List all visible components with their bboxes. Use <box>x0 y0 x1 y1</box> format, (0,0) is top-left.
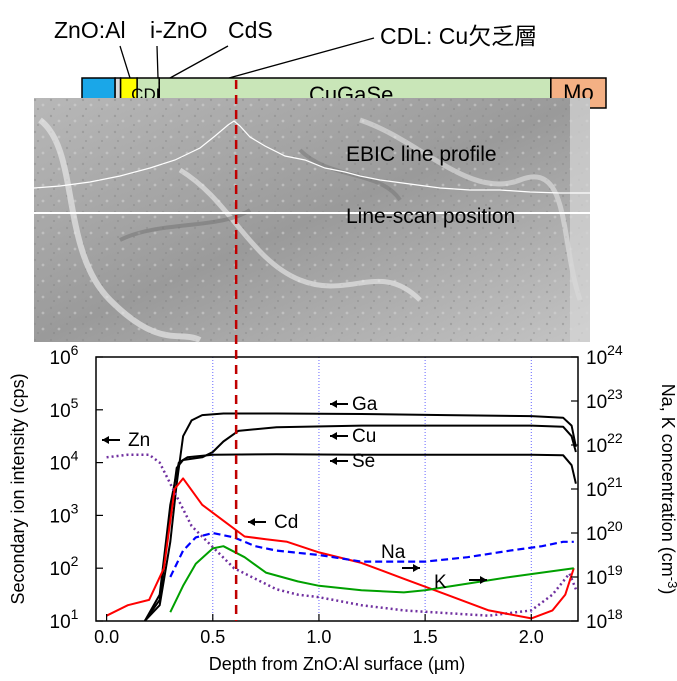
tick-base: 10 <box>50 454 71 475</box>
plot-frame <box>95 356 579 622</box>
ebic-profile-line <box>33 120 590 194</box>
tick-base: 10 <box>50 348 71 369</box>
series-group <box>106 412 578 622</box>
leader-cds <box>169 45 229 79</box>
ebic-label: EBIC line profile <box>346 143 497 166</box>
y-left-axis-title: Secondary ion intensity (cps) <box>8 373 28 604</box>
tick-exponent: 19 <box>607 562 623 578</box>
label-arrowhead-cd <box>248 518 255 526</box>
tick-exponent: 24 <box>607 342 623 358</box>
label-cdl-note: CDL: Cu欠乏層 <box>380 23 537 49</box>
tick-exponent: 23 <box>607 386 623 402</box>
series-ga-line <box>144 412 577 622</box>
label-k: K <box>434 572 447 593</box>
x-tick-label: 0.5 <box>200 627 225 647</box>
tick-exponent: 4 <box>71 448 79 464</box>
y-left-tick-label: 106 <box>50 342 79 369</box>
label-cd: Cd <box>274 512 298 533</box>
label-se: Se <box>352 451 375 472</box>
y-right-tick-label: 1022 <box>586 430 623 457</box>
y-right-tick-label: 1021 <box>586 474 623 501</box>
y-right-tick-label: 1024 <box>586 342 623 369</box>
grid <box>212 357 532 621</box>
series-k-line <box>169 545 574 613</box>
y-left-tick-label: 103 <box>50 500 79 527</box>
y-left-tick-label: 105 <box>50 395 79 422</box>
label-arrowhead-k <box>480 576 487 584</box>
tick-exponent: 1 <box>71 606 79 622</box>
tick-exponent: 22 <box>607 430 623 446</box>
tick-exponent: 20 <box>607 518 623 534</box>
layer-stack: ZnO:Al i-ZnO CdS CDL: Cu欠乏層 CDLCuGaSe2Mo <box>54 17 607 111</box>
x-tick-label: 0.0 <box>94 627 119 647</box>
label-zn: Zn <box>128 430 150 451</box>
tick-base: 10 <box>586 436 607 457</box>
tick-base: 10 <box>586 348 607 369</box>
tick-base: 10 <box>50 506 71 527</box>
series-cd-line <box>106 477 575 620</box>
tick-exponent: 6 <box>71 342 79 358</box>
linescan-label: Line-scan position <box>346 205 515 228</box>
label-arrowhead-zn <box>102 436 109 444</box>
label-na: Na <box>381 542 406 563</box>
tick-base: 10 <box>50 612 71 633</box>
tick-exponent: 18 <box>607 606 623 622</box>
tick-base: 10 <box>586 480 607 501</box>
y-right-axis-title: Na, K concentration (cm-3) <box>658 384 677 595</box>
y-right-tick-label: 1019 <box>586 562 623 589</box>
label-zno-al: ZnO:Al <box>54 17 126 43</box>
series-se-line <box>143 453 577 622</box>
y-right-tick-label: 1020 <box>586 518 623 545</box>
tick-exponent: 5 <box>71 395 79 411</box>
leader-i-zno <box>156 45 159 79</box>
tick-base: 10 <box>586 568 607 589</box>
y-right-tick-label: 1023 <box>586 386 623 413</box>
x-axis-title: Depth from ZnO:Al surface (µm) <box>209 654 465 674</box>
y-left-tick-label: 104 <box>50 448 79 475</box>
tick-base: 10 <box>586 524 607 545</box>
ticks: 0.0 0.5 1.0 1.5 2.01011021031041051061018101… <box>50 342 623 647</box>
sem-image: EBIC line profile Line-scan position <box>33 98 590 343</box>
x-tick-label: 1.5 <box>413 627 438 647</box>
x-tick-label: 2.0 <box>519 627 544 647</box>
label-cu: Cu <box>352 426 376 447</box>
series-labels: Ga Cu Se Zn Cd Na K <box>102 394 487 593</box>
tick-base: 10 <box>586 612 607 633</box>
label-arrowhead-na <box>413 564 420 572</box>
label-arrowhead-cu <box>330 432 337 440</box>
tick-exponent: 2 <box>71 553 79 569</box>
y-right-tick-label: 1018 <box>586 606 623 633</box>
tick-base: 10 <box>50 401 71 422</box>
leader-cdl <box>228 37 375 79</box>
label-arrowhead-ga <box>330 400 337 408</box>
label-cds: CdS <box>228 17 273 43</box>
label-i-zno: i-ZnO <box>150 17 208 43</box>
tick-base: 10 <box>586 392 607 413</box>
sims-chart: 0.0 0.5 1.0 1.5 2.01011021031041051061018101… <box>8 342 677 674</box>
y-left-tick-label: 102 <box>50 553 79 580</box>
x-tick-label: 1.0 <box>306 627 331 647</box>
label-ga: Ga <box>352 394 378 415</box>
y-left-tick-label: 101 <box>50 606 79 633</box>
tick-exponent: 21 <box>607 474 623 490</box>
leader-zno-al <box>119 45 131 79</box>
tick-exponent: 3 <box>71 500 79 516</box>
series-na-line <box>169 531 574 578</box>
label-arrowhead-se <box>330 457 337 465</box>
tick-base: 10 <box>50 559 71 580</box>
